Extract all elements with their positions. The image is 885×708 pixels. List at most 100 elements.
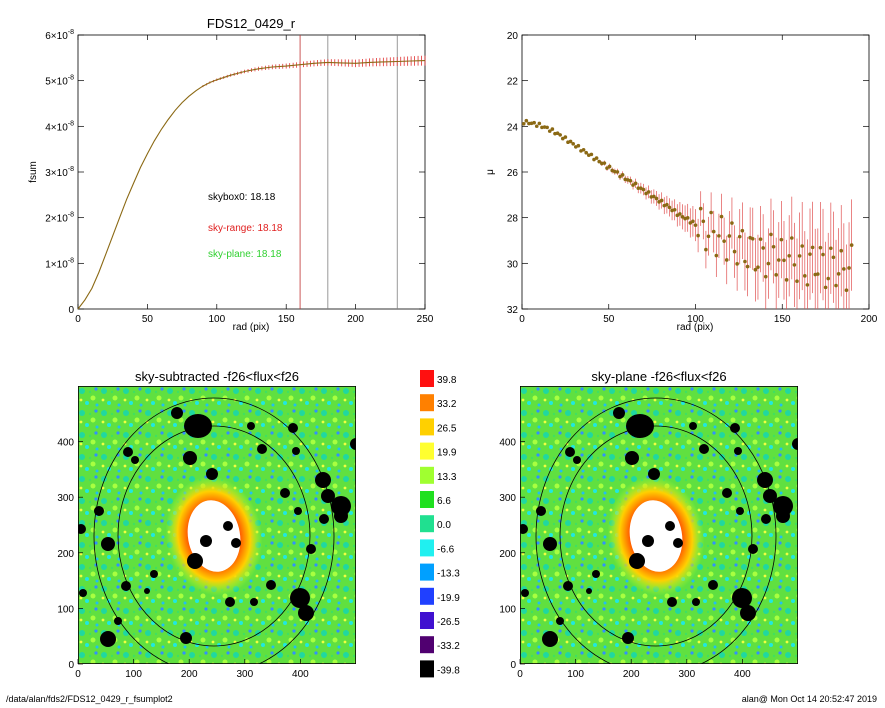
mu-point — [805, 283, 810, 287]
mu-point — [758, 237, 763, 241]
mu-point — [792, 263, 797, 267]
sky-subtracted-panel: sky-subtracted -f26<flux<f26 — [57, 369, 356, 680]
fsum-ytick-label: 4×10-8 — [45, 120, 74, 133]
mu-point — [727, 234, 732, 238]
mu-point — [672, 208, 677, 212]
mu-point — [704, 247, 708, 252]
mu-point — [737, 234, 742, 239]
mu-ytick-label: 20 — [507, 31, 519, 42]
sky-plane-ytick-label: 100 — [499, 604, 516, 615]
mu-point — [810, 245, 815, 250]
sky-subtracted-ytick-label: 200 — [57, 549, 74, 560]
mu-point — [797, 254, 802, 258]
mu-point — [545, 125, 549, 130]
colorbar: 39.8 33.2 26.5 19.9 13.3 6.6 0.0 -6.6 -13.3 -19.9… — [420, 370, 460, 678]
mu-point — [620, 173, 625, 177]
mu-point — [652, 194, 656, 199]
mu-point — [594, 156, 599, 160]
mu-ylabel: μ — [485, 169, 496, 175]
fsum-ytick-label: 5×10-8 — [45, 75, 74, 88]
mu-point — [605, 166, 609, 170]
colorbar-label: -6.6 — [437, 544, 455, 555]
fsum-vlines — [299, 35, 398, 309]
sky-subtracted-xtick-label: 400 — [292, 669, 309, 680]
sky-subtracted-ytick-label: 0 — [68, 660, 74, 671]
fsum-error-bars — [202, 55, 426, 88]
colorbar-swatch — [420, 370, 434, 387]
mu-point — [709, 210, 713, 215]
mu-point — [782, 258, 786, 263]
colorbar-label: 19.9 — [437, 448, 457, 459]
mu-ytick-label: 26 — [507, 168, 519, 179]
mu-points — [521, 118, 854, 309]
mu-point — [789, 236, 794, 240]
mu-panel: rad (pix) μ 0 50 100 150 200 20 22 24 26 28 30 32 — [485, 31, 878, 333]
fsum-title: FDS12_0429_r — [207, 16, 296, 31]
mu-point — [636, 186, 641, 190]
mu-point — [717, 234, 721, 238]
mu-point — [644, 191, 648, 196]
mu-point — [628, 178, 633, 183]
mu-point — [696, 233, 700, 238]
mu-point — [667, 205, 672, 210]
mu-point — [761, 246, 765, 250]
sky-subtracted-title: sky-subtracted -f26<flux<f26 — [135, 369, 299, 384]
mu-point — [823, 285, 828, 290]
mu-point — [550, 127, 555, 131]
sky-plane-annotation: sky-plane: 18.18 — [208, 249, 282, 260]
mu-point — [816, 272, 820, 276]
mu-point — [659, 198, 664, 203]
mu-point — [844, 288, 849, 293]
mu-point — [818, 245, 823, 250]
mu-point — [724, 258, 729, 262]
mu-point — [665, 202, 669, 207]
mu-point — [571, 142, 575, 146]
colorbar-label: -39.8 — [437, 665, 460, 676]
colorbar-label: -33.2 — [437, 641, 460, 652]
mu-point — [691, 219, 695, 224]
mu-ytick-label: 32 — [507, 305, 519, 316]
mu-xtick-label: 200 — [861, 314, 878, 325]
fsum-xtick-label: 50 — [142, 314, 154, 325]
mu-point — [646, 190, 651, 194]
mu-point — [641, 187, 646, 192]
mu-point — [753, 267, 758, 272]
sky-subtracted-ytick-label: 300 — [57, 493, 74, 504]
sky-plane-panel: sky-plane -f26<flux<f26 — [499, 369, 798, 680]
fsum-panel: FDS12_0429_r rad (pix) fsum 0 50 100 150 200… — [28, 16, 434, 333]
mu-point — [836, 272, 841, 276]
mu-point — [613, 169, 617, 174]
fsum-xtick-label: 250 — [417, 314, 434, 325]
fsum-axes-frame — [77, 34, 426, 310]
mu-point — [633, 181, 638, 186]
mu-point — [527, 121, 531, 126]
mu-point — [784, 278, 789, 282]
sky-plane-xtick-label: 0 — [517, 669, 523, 680]
mu-xlabel: rad (pix) — [677, 322, 714, 333]
colorbar-swatch — [420, 612, 434, 629]
colorbar-swatch — [420, 515, 434, 533]
colorbar-label: 0.0 — [437, 520, 451, 531]
mu-point — [568, 139, 573, 144]
sky-range-annotation: sky-range: 18.18 — [208, 223, 283, 234]
mu-point — [558, 133, 562, 137]
fsum-ylabel: fsum — [28, 161, 39, 183]
mu-point — [597, 159, 602, 164]
mu-point — [521, 122, 526, 126]
sky-plane-xtick-label: 200 — [623, 669, 640, 680]
mu-point — [631, 183, 635, 187]
colorbar-label: 39.8 — [437, 375, 457, 386]
fsum-xtick-label: 0 — [75, 314, 81, 325]
mu-ytick-label: 24 — [507, 122, 519, 133]
mu-point — [607, 164, 612, 169]
mu-point — [849, 243, 854, 247]
mu-ytick-label: 22 — [507, 77, 519, 88]
sky-subtracted-xtick-label: 100 — [125, 669, 142, 680]
mu-point — [826, 276, 831, 281]
mu-point — [763, 274, 768, 279]
mu-point — [730, 221, 734, 225]
colorbar-label: 26.5 — [437, 423, 457, 434]
fsum-curve — [77, 60, 426, 310]
sky-plane-image — [520, 386, 798, 664]
mu-ytick-label: 28 — [507, 214, 519, 225]
